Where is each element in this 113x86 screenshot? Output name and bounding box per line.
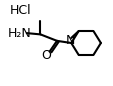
Text: HCl: HCl (10, 4, 31, 17)
Text: O: O (41, 49, 51, 62)
Text: H₂N: H₂N (8, 27, 32, 40)
Text: N: N (65, 34, 74, 47)
